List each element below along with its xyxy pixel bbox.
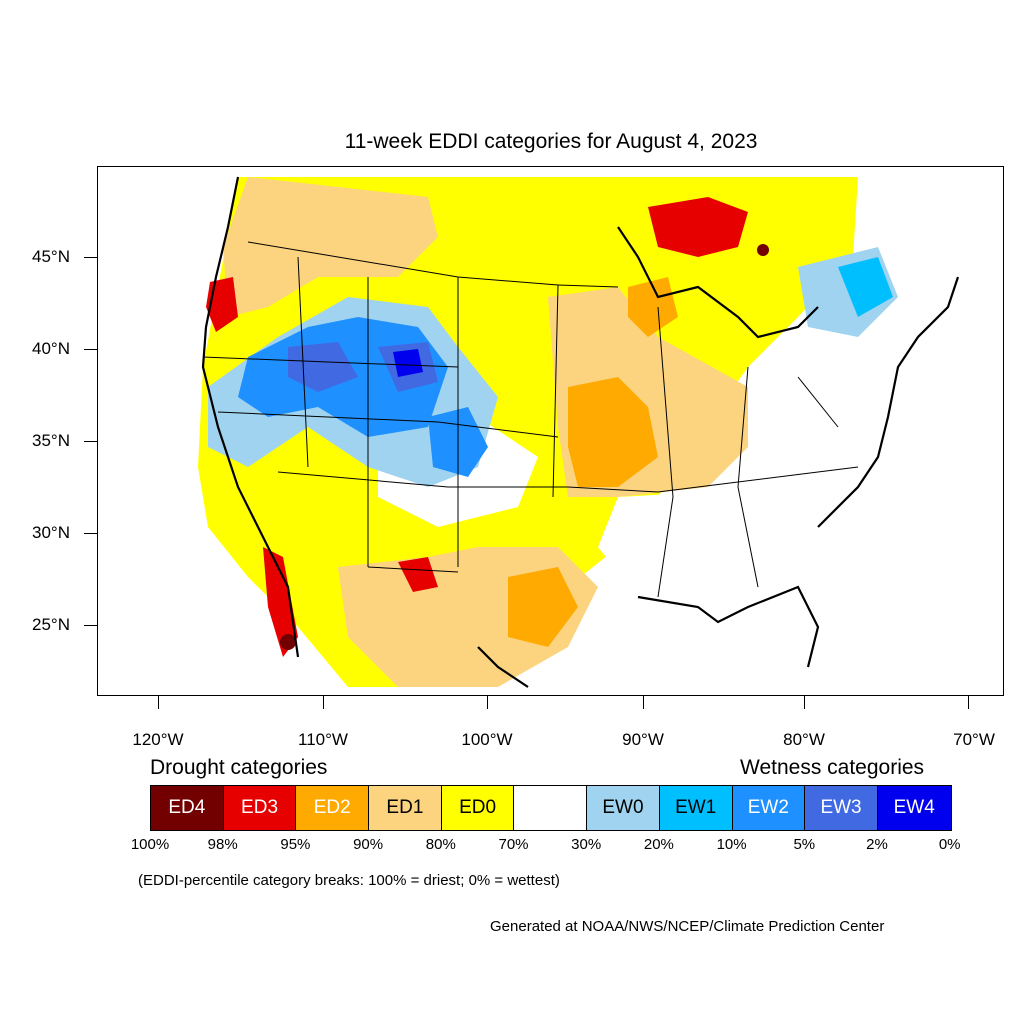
legend-break-label: 5%	[793, 836, 816, 853]
ed3-baja	[263, 547, 298, 657]
ed4-spot-great-lakes	[757, 244, 769, 256]
ed2-michigan	[628, 277, 678, 337]
ed3-new-mexico	[398, 557, 438, 592]
drought-heading: Drought categories	[150, 756, 328, 779]
lat-tick-25	[84, 625, 97, 626]
ed1-northwest	[223, 177, 438, 317]
legend-category-ed1: ED1	[369, 786, 442, 830]
boundaries	[202, 241, 859, 598]
lon-label-90: 90°W	[622, 730, 664, 749]
lat-label-45: 45°N	[32, 247, 70, 266]
neutral-southeast	[598, 487, 818, 627]
legend-break-label: 2%	[866, 836, 888, 853]
legend-break-label: 20%	[643, 836, 674, 853]
lon-tick-70	[968, 696, 969, 709]
legend-category-ew2: EW2	[732, 786, 806, 830]
legend-category-neutral	[514, 786, 588, 830]
lon-label-100: 100°W	[461, 730, 513, 749]
legend-category-ed2: ED2	[296, 786, 370, 830]
ew4-wyoming	[393, 349, 423, 377]
lon-label-120: 120°W	[132, 730, 184, 749]
category-legend: ED4 ED3 ED2 ED1 ED0 EW0 EW1 EW2 EW3 EW4	[150, 785, 952, 831]
eddi-map	[97, 166, 1004, 696]
lon-tick-100	[487, 696, 488, 709]
ew1-northeast	[838, 257, 893, 317]
lon-label-70: 70°W	[953, 730, 995, 749]
coastline	[201, 176, 960, 688]
lon-label-110: 110°W	[298, 730, 348, 749]
lon-label-80: 80°W	[783, 730, 825, 749]
legend-break-label: 100%	[130, 836, 170, 853]
lon-tick-110	[323, 696, 324, 709]
legend-break-label: 90%	[353, 836, 384, 853]
lat-tick-40	[84, 349, 97, 350]
legend-category-ew4: EW4	[877, 786, 951, 830]
legend-category-ed3: ED3	[223, 786, 297, 830]
ew3-wyoming	[288, 342, 358, 392]
legend-break-label: 80%	[425, 836, 456, 853]
wetness-heading: Wetness categories	[740, 756, 925, 779]
lat-label-25: 25°N	[32, 615, 70, 634]
lat-label-35: 35°N	[32, 431, 70, 450]
ed4-spot-baja	[280, 634, 296, 650]
lat-label-30: 30°N	[32, 523, 70, 542]
map-title: 11-week EDDI categories for August 4, 20…	[344, 130, 758, 153]
category-note: (EDDI-percentile category breaks: 100% =…	[138, 872, 560, 889]
ed2-midwest	[568, 377, 658, 487]
credit-line: Generated at NOAA/NWS/NCEP/Climate Predi…	[490, 918, 885, 935]
lat-label-40: 40°N	[32, 339, 70, 358]
ed2-texas	[508, 567, 578, 647]
legend-category-ew0: EW0	[587, 786, 660, 830]
lon-tick-90	[643, 696, 644, 709]
lon-tick-120	[158, 696, 159, 709]
neutral-northeast	[748, 347, 878, 447]
legend-break-label: 10%	[716, 836, 747, 853]
legend-category-ed4: ED4	[151, 786, 224, 830]
lat-tick-35	[84, 441, 97, 442]
legend-category-ew1: EW1	[659, 786, 733, 830]
lat-tick-45	[84, 257, 97, 258]
lat-tick-30	[84, 533, 97, 534]
ed3-great-lakes	[648, 197, 748, 257]
legend-category-ew3: EW3	[805, 786, 878, 830]
legend-break-label: 98%	[207, 836, 238, 853]
legend-break-label: 30%	[571, 836, 602, 853]
legend-break-label: 0%	[938, 836, 961, 853]
map-canvas	[198, 176, 960, 688]
legend-category-ed0: ED0	[441, 786, 515, 830]
lon-tick-80	[804, 696, 805, 709]
legend-break-label: 95%	[280, 836, 311, 853]
legend-break-label: 70%	[498, 836, 529, 853]
